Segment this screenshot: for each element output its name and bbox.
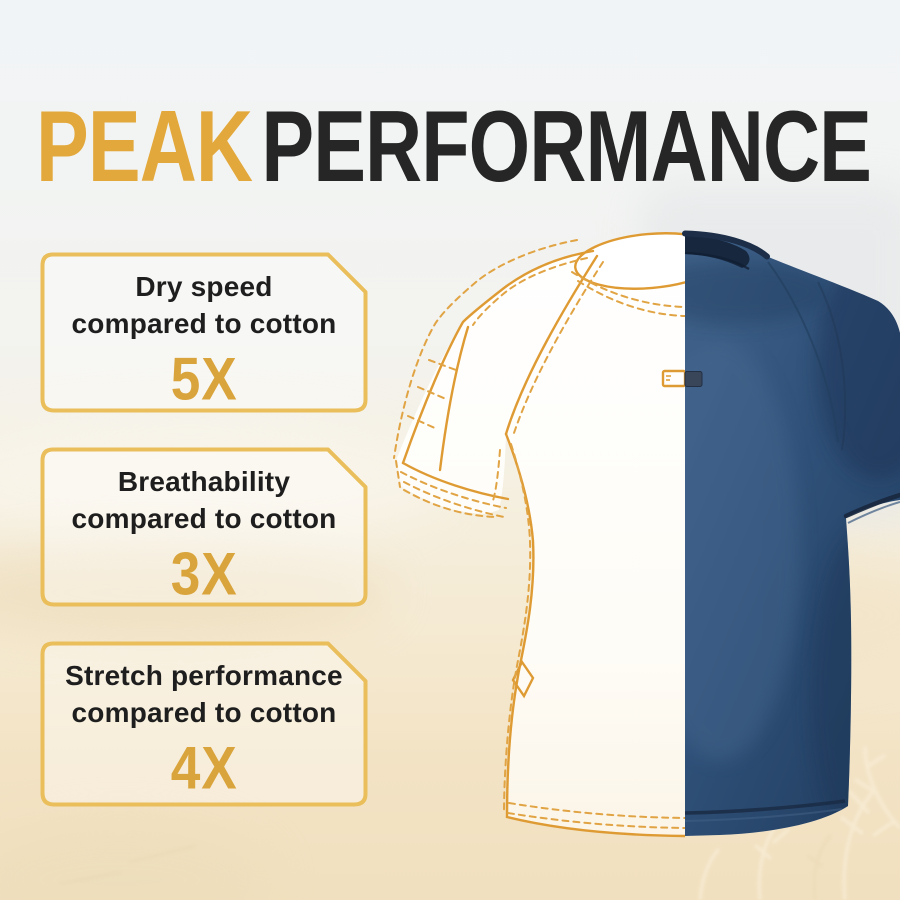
navy-raglan-seam <box>767 261 839 443</box>
headline-accent: PEAK <box>36 90 253 204</box>
chest-label-dark <box>684 371 703 387</box>
chest-highlight <box>685 340 800 760</box>
chest-label-outline <box>661 369 685 388</box>
stat-card-stretch: Stretch performance compared to cotton 4… <box>40 641 368 807</box>
hem-fold-light <box>684 808 843 822</box>
stat-label-line1: Stretch performance <box>65 660 343 691</box>
collar-shadow <box>685 260 830 324</box>
sleeve-panel-dashes <box>407 359 457 430</box>
sleeve-crease <box>817 281 847 451</box>
tshirt-graphic <box>393 230 900 838</box>
stat-value: 5X <box>170 344 238 413</box>
stat-label-line2: compared to cotton <box>71 503 337 534</box>
chest-label-marks <box>666 375 671 381</box>
body-outline <box>504 432 685 838</box>
stat-label-line2: compared to cotton <box>71 308 337 339</box>
inner-sleeve-dashed <box>491 449 501 505</box>
collar-crease <box>684 251 750 270</box>
stat-card-dry-speed: Dry speed compared to cotton 5X <box>40 252 368 413</box>
back-edge-dashed <box>393 239 578 459</box>
shoulder-outline <box>401 249 595 465</box>
cuff-band-dashed <box>395 460 507 518</box>
stat-value: 4X <box>170 733 238 802</box>
card-border-frame <box>40 641 368 807</box>
collar-band-dashed <box>571 271 685 317</box>
sleeve-center-seam <box>438 325 470 472</box>
inner-shoulder-dashed <box>472 257 588 326</box>
card-border-frame <box>40 252 368 413</box>
cuff-fold-dark <box>843 492 900 519</box>
hem-fold-dark <box>684 799 846 815</box>
side-seam-dashed <box>503 443 532 815</box>
hem-double-dashed <box>507 802 685 829</box>
raglan-seam <box>504 254 599 436</box>
collar-outline <box>574 232 685 290</box>
collar-band-dark <box>682 230 770 260</box>
cuff-edge <box>401 461 510 501</box>
stat-label-line1: Dry speed <box>135 271 273 302</box>
stat-label-line1: Breathability <box>117 466 291 497</box>
stat-label-line2: compared to cotton <box>71 697 337 728</box>
raglan-dashed <box>512 261 604 437</box>
shoulder-shading <box>816 250 900 480</box>
cuff-fold-light <box>847 501 900 524</box>
stat-card-breathability: Breathability compared to cotton 3X <box>40 447 368 608</box>
neck-opening-dark <box>685 235 750 268</box>
card-border-frame <box>40 447 368 607</box>
headline: PEAK PERFORMANCE <box>36 96 872 197</box>
headline-rest: PERFORMANCE <box>261 90 872 204</box>
sketch-half <box>393 232 685 838</box>
stat-value: 3X <box>170 539 238 608</box>
